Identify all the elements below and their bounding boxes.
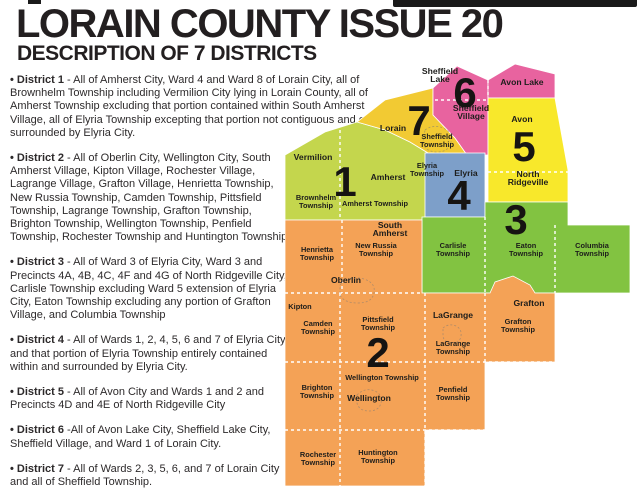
map-label-rochester-township: Rochester Township bbox=[300, 450, 336, 467]
map-label-henrietta-township: Henrietta Township bbox=[300, 245, 334, 262]
map-label-oberlin: Oberlin bbox=[331, 275, 361, 285]
map-district-number-6: 6 bbox=[453, 69, 476, 116]
map-label-brownhelm-township: Brownhelm Township bbox=[296, 193, 337, 210]
county-map: Sheffield Lake Avon Lake Lorain Sheffield Vil… bbox=[285, 63, 631, 486]
district-6-label: • District 6 bbox=[10, 424, 64, 437]
map-label-north-ridgeville: North Ridgeville bbox=[508, 169, 549, 187]
map-region-d5 bbox=[487, 97, 569, 203]
map-city-outline bbox=[422, 126, 452, 153]
district-1-label: • District 1 bbox=[10, 74, 64, 86]
map-district-number-4: 4 bbox=[447, 172, 471, 219]
map-label-avon: Avon bbox=[511, 114, 532, 124]
page-subtitle: DESCRIPTION OF 7 DISTRICTS bbox=[17, 42, 317, 65]
district-6-description: • District 6 -All of Avon Lake City, She… bbox=[10, 424, 271, 450]
map-label-kipton: Kipton bbox=[288, 302, 312, 311]
district-7-description: • District 7 - All of Wards 2, 3, 5, 6, … bbox=[10, 462, 280, 489]
map-city-outline bbox=[442, 324, 462, 344]
map-district-number-7: 7 bbox=[407, 97, 430, 144]
map-district-number-3: 3 bbox=[504, 196, 527, 243]
map-label-brighton-township: Brighton Township bbox=[300, 383, 334, 400]
district-5-description: • District 5 - All of Avon City and Ward… bbox=[10, 386, 264, 412]
district-3-description: • District 3 - All of Ward 3 of Elyria C… bbox=[10, 256, 287, 322]
map-label-elyria: Elyria bbox=[454, 168, 478, 178]
map-label-eaton-township: Eaton Township bbox=[509, 241, 543, 258]
map-label-amherst: Amherst bbox=[371, 172, 406, 182]
map-label-penfield-township: Penfield Township bbox=[436, 385, 470, 402]
scan-artifact-bar bbox=[393, 0, 637, 7]
map-label-wellington: Wellington bbox=[347, 393, 391, 403]
map-city-outline bbox=[356, 389, 382, 412]
map-label-columbia-township: Columbia Township bbox=[575, 241, 610, 258]
map-label-huntington-township: Huntington Township bbox=[358, 448, 398, 465]
map-city-outline bbox=[339, 277, 375, 304]
district-4-description: • District 4 - All of Wards 1, 2, 4, 5, … bbox=[10, 334, 286, 373]
map-label-grafton-township: Grafton Township bbox=[501, 317, 535, 334]
scan-artifact-dash bbox=[28, 0, 41, 4]
map-label-carlisle-township: Carlisle Township bbox=[436, 241, 470, 258]
district-2-description: • District 2 - All of Oberlin City, Well… bbox=[10, 152, 291, 244]
map-label-south-amherst: South Amherst bbox=[373, 220, 408, 238]
map-label-avon-lake: Avon Lake bbox=[500, 77, 543, 87]
map-label-sheffield-lake: Sheffield Lake bbox=[422, 66, 458, 84]
map-label-new-russia-township: New Russia Township bbox=[355, 241, 397, 258]
district-5-label: • District 5 bbox=[10, 386, 64, 399]
map-label-lorain: Lorain bbox=[380, 123, 406, 133]
map-label-grafton: Grafton bbox=[513, 298, 544, 308]
map-label-amherst-township: Amherst Township bbox=[342, 199, 408, 208]
page-title: LORAIN COUNTY ISSUE 20 bbox=[16, 2, 504, 46]
district-3-label: • District 3 bbox=[10, 256, 64, 269]
map-label-elyria-township: Elyria Township bbox=[410, 161, 444, 178]
map-label-sheffield-township: Sheffield Township bbox=[420, 132, 454, 149]
district-2-label: • District 2 bbox=[10, 152, 64, 165]
district-1-description: • District 1 - All of Amherst City, Ward… bbox=[10, 74, 395, 139]
map-district-number-1: 1 bbox=[333, 158, 356, 205]
map-label-lagrange: LaGrange bbox=[433, 310, 473, 320]
map-label-wellington-township: Wellington Township bbox=[345, 373, 419, 382]
map-label-vermilion: Vermilion bbox=[294, 152, 333, 162]
district-descriptions: • District 1 - All of Amherst City, Ward… bbox=[10, 74, 470, 501]
map-label-sheffield-village: Sheffield Village bbox=[453, 103, 489, 121]
map-label-camden-township: Camden Township bbox=[301, 319, 335, 336]
map-label-pittsfield-township: Pittsfield Township bbox=[361, 315, 395, 332]
map-label-lagrange-township: LaGrange Township bbox=[436, 339, 471, 356]
district-7-label: • District 7 bbox=[10, 462, 64, 475]
map-district-number-2: 2 bbox=[366, 329, 389, 376]
district-4-label: • District 4 bbox=[10, 334, 64, 347]
map-district-number-5: 5 bbox=[512, 123, 535, 170]
